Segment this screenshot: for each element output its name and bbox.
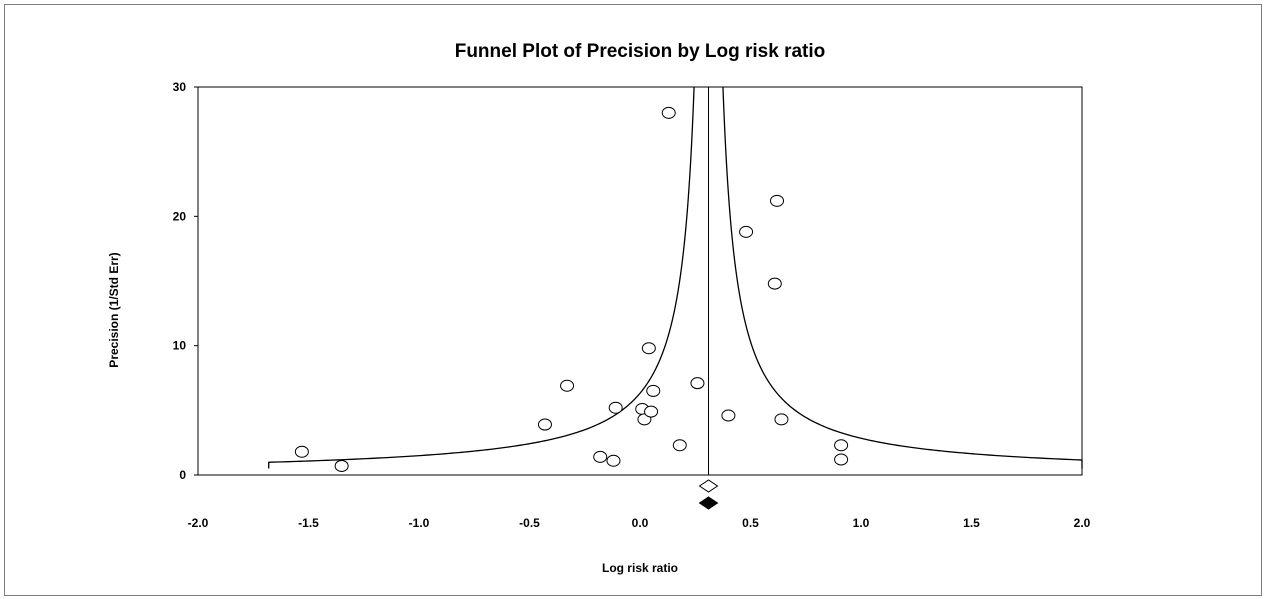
data-point <box>641 342 656 355</box>
data-point <box>721 409 736 422</box>
imputed-summary-diamond <box>698 496 719 510</box>
y-tick-label: 20 <box>173 209 187 223</box>
summary-markers <box>698 479 719 510</box>
data-point <box>646 384 661 397</box>
data-point <box>690 377 705 390</box>
data-point <box>834 453 849 466</box>
x-axis: -2.0 -1.5 -1.0 -0.5 0.0 0.5 1.0 1.5 2.0 <box>188 516 1091 530</box>
funnel-lines <box>268 86 1083 475</box>
data-point <box>334 459 349 472</box>
data-point <box>767 277 782 290</box>
data-points <box>294 106 849 472</box>
data-point <box>770 194 785 207</box>
data-point <box>661 106 676 119</box>
data-point <box>834 439 849 452</box>
y-axis: 0 10 20 30 <box>173 80 198 482</box>
x-tick-label: 0.5 <box>742 516 759 530</box>
funnel-left-limit <box>268 86 695 469</box>
x-tick-label: 1.0 <box>853 516 870 530</box>
data-point <box>593 450 608 463</box>
data-point <box>537 418 552 431</box>
x-tick-label: 1.5 <box>963 516 980 530</box>
x-tick-label: 2.0 <box>1074 516 1091 530</box>
data-point <box>672 439 687 452</box>
x-tick-label: -0.5 <box>519 516 540 530</box>
data-point <box>606 454 621 467</box>
data-point <box>608 401 623 414</box>
x-axis-label: Log risk ratio <box>602 561 678 575</box>
observed-summary-diamond <box>698 479 719 493</box>
y-axis-label: Precision (1/Std Err) <box>107 252 121 367</box>
data-point <box>294 445 309 458</box>
data-point <box>560 379 575 392</box>
y-tick-label: 0 <box>179 468 186 482</box>
y-tick-label: 30 <box>173 80 187 94</box>
data-point <box>739 225 754 238</box>
data-point <box>774 413 789 426</box>
x-tick-label: 0.0 <box>632 516 649 530</box>
data-point <box>644 405 659 418</box>
x-tick-label: -1.0 <box>409 516 430 530</box>
funnel-right-limit <box>722 86 1083 469</box>
x-tick-label: -1.5 <box>298 516 319 530</box>
y-tick-label: 10 <box>173 339 187 353</box>
x-tick-label: -2.0 <box>188 516 209 530</box>
chart-title: Funnel Plot of Precision by Log risk rat… <box>455 41 826 62</box>
